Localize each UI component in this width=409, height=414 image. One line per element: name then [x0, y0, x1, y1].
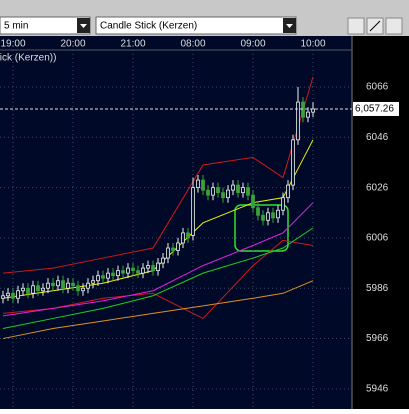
y-tick-label: 6066: [366, 82, 389, 93]
candle-body: [96, 275, 100, 282]
candle-body: [221, 192, 225, 199]
candle-body: [161, 257, 165, 264]
candle-body: [126, 267, 130, 274]
interval: 5 min: [4, 21, 28, 32]
chart-label: tick (Kerzen)): [0, 53, 56, 64]
y-tick-label: 6006: [366, 233, 389, 244]
candle-body: [6, 292, 10, 297]
candle-tool[interactable]: [347, 17, 365, 35]
candle-body: [231, 184, 235, 191]
candle-body: [266, 212, 270, 221]
candle-body: [46, 282, 50, 289]
candle-body: [291, 139, 295, 186]
candle-body: [226, 189, 230, 199]
y-tick-label: 5946: [366, 384, 389, 395]
candle-body: [306, 111, 310, 118]
line-icon: [369, 20, 381, 32]
candle-body: [61, 280, 65, 289]
candle-body: [191, 187, 195, 236]
candle-body: [256, 207, 260, 216]
candle-body: [21, 287, 25, 292]
candle-body: [86, 282, 90, 289]
x-tick-label: 19:00: [0, 39, 25, 50]
candle-body: [281, 197, 285, 211]
candle-body: [141, 267, 145, 274]
candle-body: [196, 179, 200, 189]
candle-body: [131, 267, 135, 272]
settings-tool[interactable]: [385, 17, 403, 35]
candle-body: [31, 285, 35, 294]
arrow-icon: [286, 24, 293, 28]
candle-body: [156, 262, 160, 272]
candle-body: [41, 287, 45, 292]
candle-body: [181, 232, 185, 244]
candle-body: [166, 247, 170, 259]
candle-body: [301, 101, 305, 118]
y-tick-label: 5966: [366, 333, 389, 344]
candle-body: [76, 285, 80, 292]
candle-body: [286, 184, 290, 199]
indicator-line: [2, 227, 314, 329]
candle-body: [246, 187, 250, 196]
candle-body: [71, 282, 75, 287]
candle-body: [66, 282, 70, 289]
candle-body: [56, 280, 60, 287]
candle-body: [111, 272, 115, 277]
candle-body: [251, 194, 255, 209]
indicator-line: [2, 280, 314, 340]
y-tick-label: 5986: [366, 283, 389, 294]
candle-body: [1, 295, 5, 299]
candle-body: [16, 290, 20, 299]
candle-body: [146, 265, 150, 269]
x-tick-label: 21:00: [120, 39, 145, 50]
candle-body: [176, 242, 180, 251]
candle-body: [236, 184, 240, 194]
candle-body: [106, 272, 110, 279]
candle-body: [151, 265, 155, 272]
indicator-line: [2, 202, 314, 317]
y-tick-label: 6046: [366, 132, 389, 143]
arrow-icon: [80, 24, 87, 28]
candle-body: [81, 287, 85, 292]
candle-body: [101, 275, 105, 279]
candle-body: [171, 247, 175, 251]
candle-body: [206, 189, 210, 196]
candle-body: [211, 187, 215, 196]
candle-body: [276, 209, 280, 219]
candle-body: [201, 179, 205, 191]
candle-body: [261, 214, 265, 221]
x-tick-label: 10:00: [300, 39, 325, 50]
x-tick-label: 08:00: [180, 39, 205, 50]
candle-body: [51, 282, 55, 287]
candle-body: [36, 285, 40, 292]
last-price-label: 6,057.26: [355, 104, 394, 115]
price-axis: [352, 36, 409, 409]
y-tick-label: 6026: [366, 182, 389, 193]
chart-style: Candle Stick (Kerzen): [100, 21, 197, 32]
candle-body: [116, 270, 120, 277]
x-tick-label: 20:00: [60, 39, 85, 50]
x-tick-label: 09:00: [240, 39, 265, 50]
candle-body: [11, 292, 15, 299]
candle-body: [91, 280, 95, 284]
candle-body: [241, 187, 245, 194]
candle-body: [26, 287, 30, 294]
candle-body: [296, 101, 300, 141]
candle-body: [136, 270, 140, 274]
candle-body: [216, 187, 220, 194]
candle-body: [186, 232, 190, 239]
candle-body: [271, 212, 275, 219]
last-price-box: [353, 101, 399, 116]
candle-body: [121, 270, 125, 274]
indicator-line: [2, 76, 314, 274]
